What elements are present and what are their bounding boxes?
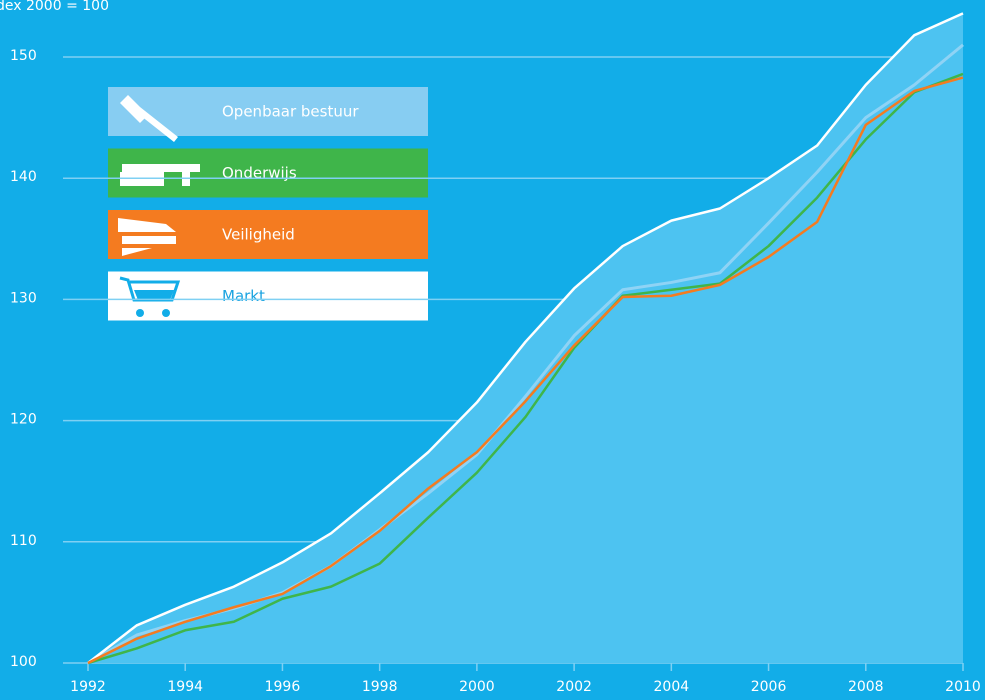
line bbox=[87, 76, 964, 665]
x-tick-label: 1992 bbox=[70, 679, 106, 695]
legend-label: Veiligheid bbox=[222, 226, 295, 244]
y-tick-label: 140 bbox=[10, 169, 37, 185]
legend-label: Openbaar bestuur bbox=[222, 103, 359, 121]
x-tick-label: 2006 bbox=[751, 679, 787, 695]
chart-title: Index 2000 = 100 bbox=[0, 0, 109, 14]
legend-icon bbox=[118, 218, 176, 256]
x-tick-label: 1996 bbox=[265, 679, 301, 695]
x-tick-label: 2004 bbox=[654, 679, 690, 695]
y-tick-label: 130 bbox=[10, 290, 37, 306]
legend-label: Markt bbox=[222, 287, 265, 305]
x-tick-label: 2008 bbox=[848, 679, 884, 695]
legend: Openbaar bestuur Onderwijs Veiligheid Markt bbox=[108, 87, 428, 321]
legend-label: Onderwijs bbox=[222, 164, 297, 182]
y-tick-label: 150 bbox=[10, 48, 37, 64]
x-tick-label: 2002 bbox=[556, 679, 592, 695]
legend-icon bbox=[120, 95, 178, 142]
y-tick-label: 100 bbox=[10, 654, 37, 670]
y-tick-label: 120 bbox=[10, 412, 37, 428]
line bbox=[87, 12, 964, 664]
x-tick-label: 2010 bbox=[945, 679, 981, 695]
line bbox=[87, 72, 964, 665]
area bbox=[88, 13, 963, 664]
x-tick-label: 1994 bbox=[167, 679, 203, 695]
y-tick-label: 110 bbox=[10, 533, 37, 549]
x-tick-label: 2000 bbox=[459, 679, 495, 695]
legend-swatch bbox=[108, 210, 428, 259]
x-tick-label: 1998 bbox=[362, 679, 398, 695]
legend-icon bbox=[112, 164, 200, 186]
